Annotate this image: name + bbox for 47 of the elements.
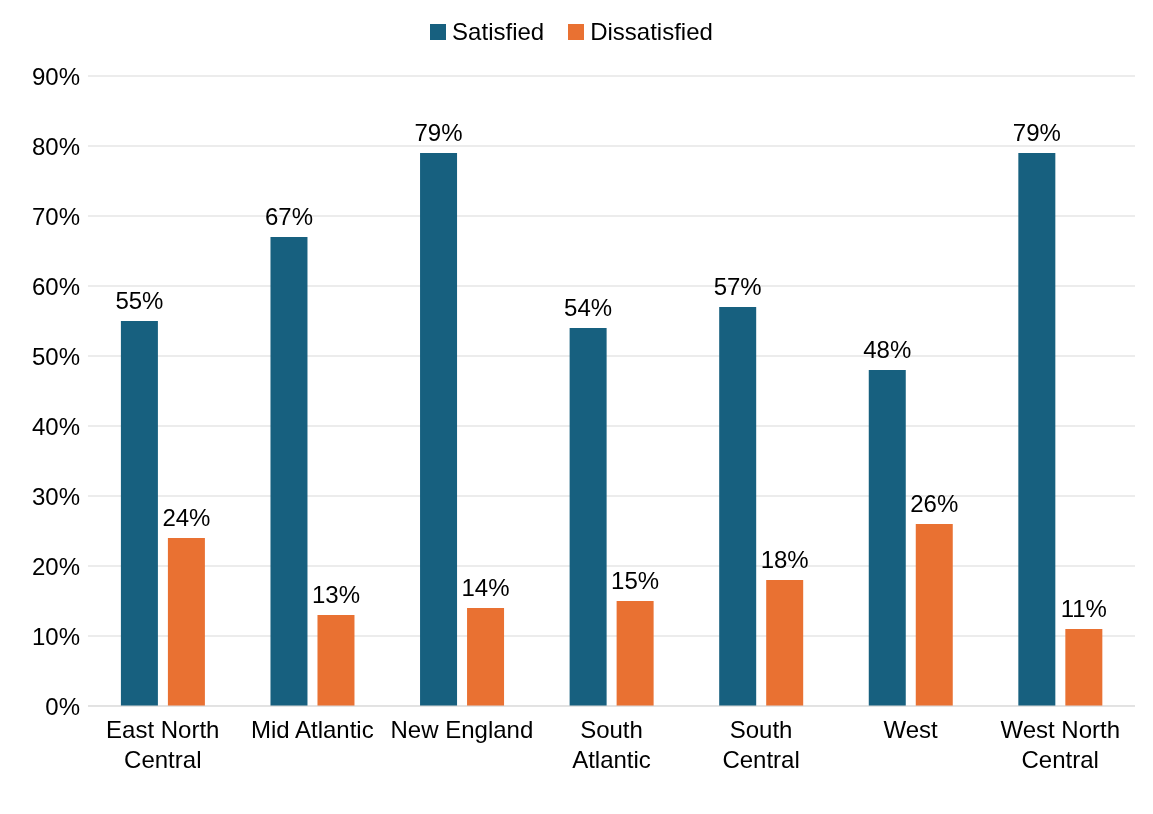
data-label: 13% [311,581,360,608]
bar [766,580,804,706]
data-label: 79% [414,119,463,146]
bar [868,370,906,706]
bar [1018,153,1056,706]
data-label: 11% [1060,595,1107,622]
bar [915,524,953,706]
bar [467,608,505,706]
x-tick-label: New England [390,716,534,743]
x-tick-label: Mid Atlantic [251,716,374,743]
y-tick-label: 0% [45,692,80,720]
bar [569,328,607,706]
x-tick-label: East North Central [106,716,220,773]
data-label: 79% [1012,119,1061,146]
bar [120,321,158,706]
bar [719,307,757,706]
y-tick-label: 40% [31,412,80,440]
data-label: 26% [910,490,959,517]
bar [616,601,654,706]
y-tick-label: 60% [31,272,80,300]
legend-label: Dissatisfied [590,18,713,46]
bar [317,615,355,706]
x-tick-label: South Central [722,716,800,773]
data-label: 24% [162,504,211,531]
data-label: 55% [115,287,164,314]
data-label: 18% [760,546,809,573]
data-label: 67% [264,203,313,230]
y-tick-label: 80% [31,132,80,160]
y-tick-label: 90% [31,62,80,90]
y-tick-label: 70% [31,202,80,230]
data-label: 48% [863,336,912,363]
data-label: 54% [564,294,613,321]
y-tick-label: 50% [31,342,80,370]
y-tick-label: 10% [31,622,80,650]
x-tick-label: West North Central [1000,716,1121,773]
x-tick-label: West [883,716,939,743]
bar [167,538,205,706]
legend-label: Satisfied [452,18,545,46]
x-tick-label: South Atlantic [572,716,651,773]
data-label: 15% [611,567,660,594]
data-label: 57% [713,273,762,300]
bar [270,237,308,706]
bar [420,153,458,706]
y-tick-label: 30% [31,482,80,510]
bar [1065,629,1103,706]
y-tick-label: 20% [31,552,80,580]
data-label: 14% [461,574,510,601]
